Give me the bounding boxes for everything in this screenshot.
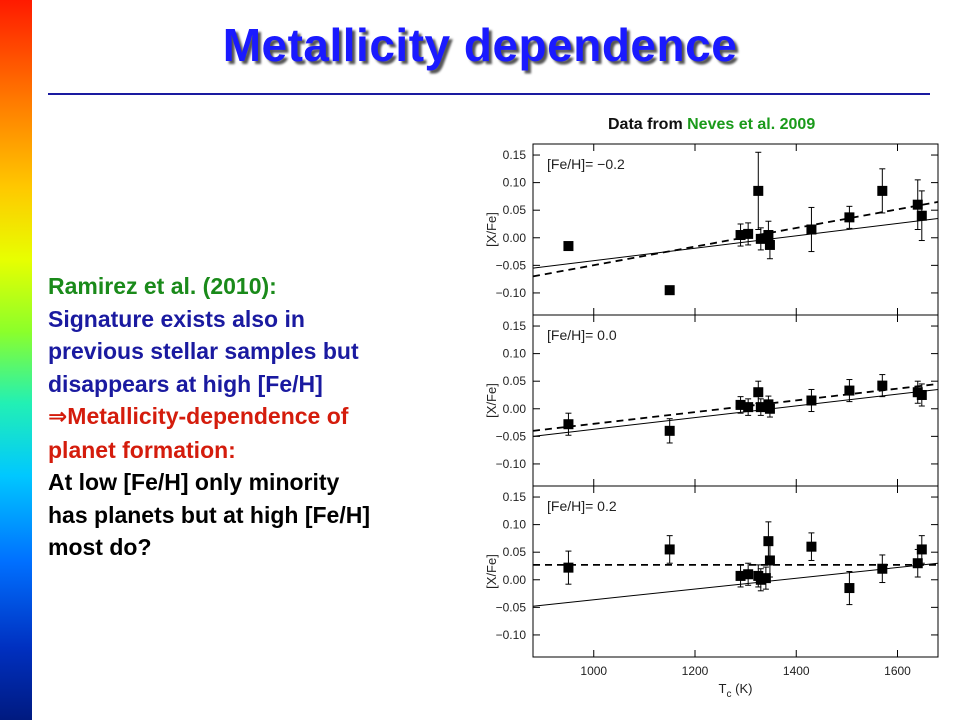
data-point — [916, 210, 927, 221]
implies-arrow-icon: ⇒ — [48, 404, 68, 430]
data-point — [755, 402, 766, 413]
data-point — [735, 230, 746, 241]
chart-panel-3: 0.15 0.10 0.05 0.00 −0.05 −0.10 1000 1200 1400 16… — [484, 485, 939, 700]
data-point — [916, 544, 927, 555]
y-tick-label: 0.15 — [503, 490, 527, 504]
y-tick-label: 0.00 — [503, 402, 527, 416]
y-tick-label: −0.10 — [496, 457, 527, 471]
slide-title: Metallicity dependence — [222, 19, 738, 71]
source-citation: Neves et al. 2009 — [687, 116, 816, 133]
y-tick-label: −0.05 — [496, 429, 527, 443]
panel-label: [Fe/H]= −0.2 — [547, 156, 625, 172]
data-point — [755, 574, 766, 585]
data-point — [764, 239, 775, 250]
chart-panel-2: 0.15 0.10 0.05 0.00 −0.05 −0.10 [X/Fe] [Fe/H]= … — [484, 314, 939, 487]
data-point — [743, 228, 754, 239]
data-point — [743, 402, 754, 413]
data-point — [877, 563, 888, 574]
data-point — [763, 230, 774, 241]
data-point — [760, 573, 771, 584]
metallicity-chart: 0.15 0.10 0.05 0.00 −0.05 −0.10 [X/Fe] [Fe/H]= … — [484, 143, 939, 700]
body-line: has planets but at high [Fe/H] — [48, 501, 371, 528]
data-point — [563, 419, 574, 430]
y-tick-label: 0.10 — [503, 347, 527, 361]
data-point — [844, 583, 855, 594]
y-tick-label: −0.05 — [496, 600, 527, 614]
panel-label: [Fe/H]= 0.2 — [547, 498, 617, 514]
solid-fit-line — [532, 562, 939, 607]
y-tick-label: 0.10 — [503, 176, 527, 190]
solid-fit-line — [532, 388, 939, 437]
y-tick-label: 0.15 — [503, 319, 527, 333]
dashed-fit-line — [532, 383, 939, 432]
decorative-gradient-bar — [0, 0, 32, 720]
body-line: most do? — [48, 534, 152, 560]
panel-label: [Fe/H]= 0.0 — [547, 327, 617, 343]
data-point — [877, 185, 888, 196]
data-source-note: Data from Neves et al. 2009 — [608, 116, 815, 134]
data-point — [563, 241, 574, 252]
body-line: ⇒Metallicity-dependence of — [48, 400, 518, 434]
x-tick-label: 1200 — [682, 664, 709, 678]
data-point — [764, 555, 775, 566]
data-point — [912, 558, 923, 569]
x-axis-label: Tc (K) — [719, 681, 753, 700]
body-line-text: Metallicity-dependence of — [67, 403, 349, 429]
title-underline — [48, 93, 930, 95]
data-point — [664, 425, 675, 436]
body-line: previous stellar samples but — [48, 338, 359, 364]
y-tick-label: 0.05 — [503, 203, 527, 217]
body-line: Signature exists also in — [48, 305, 305, 332]
y-axis-label: [X/Fe] — [484, 383, 499, 418]
data-point — [844, 385, 855, 396]
data-point — [664, 285, 675, 296]
source-prefix: Data from — [608, 116, 688, 133]
y-axis-label: [X/Fe] — [484, 212, 499, 247]
body-line: planet formation: — [48, 436, 236, 463]
y-tick-label: 0.00 — [503, 573, 527, 587]
data-point — [753, 387, 764, 398]
y-tick-label: 0.05 — [503, 545, 527, 559]
data-point — [743, 569, 754, 580]
data-point — [806, 541, 817, 552]
body-line: Ramirez et al. (2010): — [48, 273, 277, 299]
x-tick-label: 1600 — [884, 664, 911, 678]
data-point — [844, 212, 855, 223]
data-point — [916, 389, 927, 400]
data-point — [912, 199, 923, 210]
body-line: disappears at high [Fe/H] — [48, 370, 323, 397]
data-point — [735, 399, 746, 410]
data-point — [806, 395, 817, 406]
data-point — [735, 570, 746, 581]
data-point — [563, 562, 574, 573]
y-axis-label: [X/Fe] — [484, 554, 499, 589]
chart-panel-1: 0.15 0.10 0.05 0.00 −0.05 −0.10 [X/Fe] [Fe/H]= … — [484, 143, 939, 316]
y-tick-label: 0.10 — [503, 518, 527, 532]
solid-fit-line — [532, 217, 939, 269]
data-point — [753, 185, 764, 196]
data-point — [755, 233, 766, 244]
x-tick-label: 1400 — [783, 664, 810, 678]
dashed-fit-line — [532, 201, 939, 278]
body-line: At low [Fe/H] only minority — [48, 469, 340, 495]
panel-frame — [532, 485, 939, 658]
body-text: Ramirez et al. (2010): Signature exists a… — [48, 270, 518, 564]
y-tick-label: −0.05 — [496, 258, 527, 272]
data-point — [806, 224, 817, 235]
y-tick-label: 0.00 — [503, 231, 527, 245]
y-tick-label: −0.10 — [496, 286, 527, 300]
y-tick-label: −0.10 — [496, 628, 527, 642]
x-tick-label: 1000 — [580, 664, 607, 678]
y-tick-label: 0.15 — [503, 148, 527, 162]
y-tick-label: 0.05 — [503, 374, 527, 388]
data-point — [763, 536, 774, 547]
data-point — [764, 403, 775, 414]
data-point — [877, 380, 888, 391]
data-point — [664, 544, 675, 555]
